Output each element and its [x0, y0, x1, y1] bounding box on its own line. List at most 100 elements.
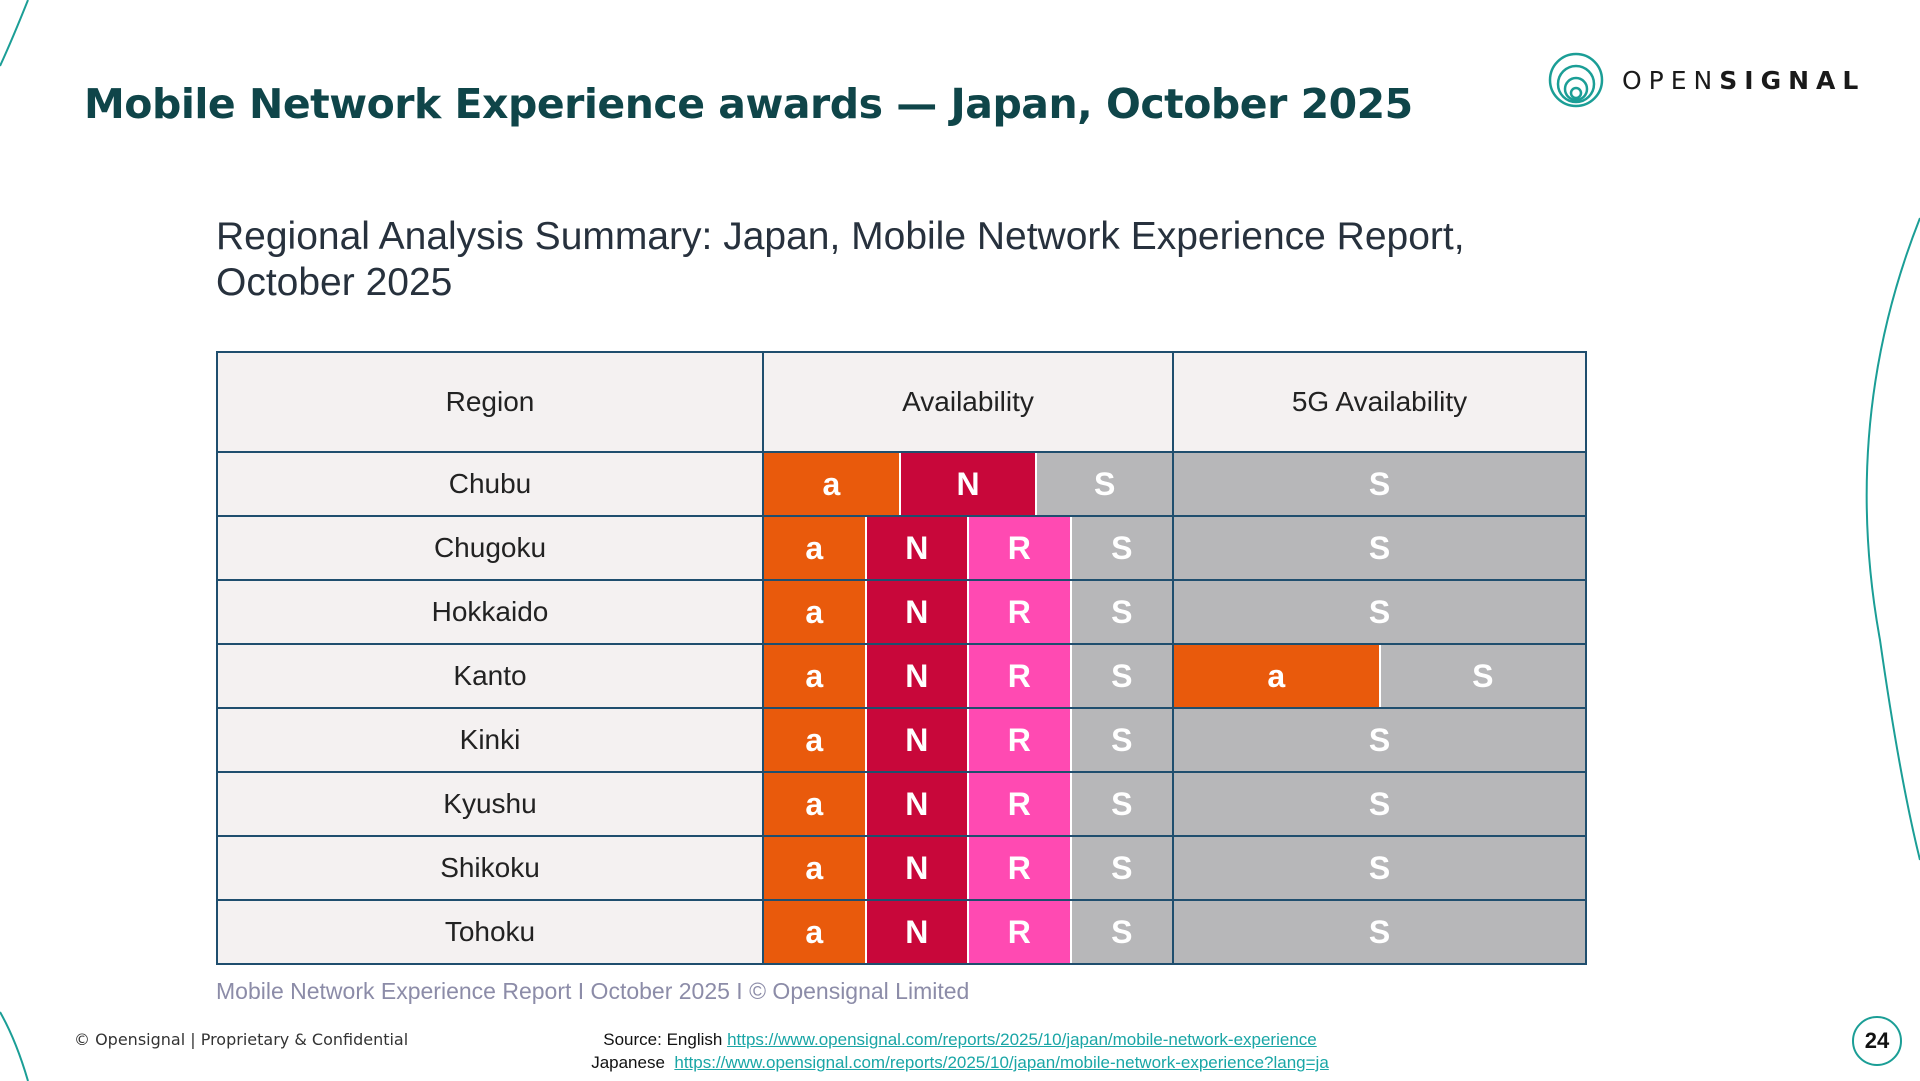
availability-5g-cell: S	[1172, 451, 1587, 517]
winner-badge: N	[900, 453, 1038, 515]
source-english-link[interactable]: https://www.opensignal.com/reports/2025/…	[727, 1030, 1317, 1049]
table-row: Chubu a N S S	[216, 451, 1587, 517]
region-cell: Chubu	[216, 451, 764, 517]
winner-badge: S	[1380, 645, 1585, 707]
table-row: Tohoku a N R S S	[216, 899, 1587, 965]
winner-bar: S	[1174, 709, 1585, 771]
winner-badge: S	[1071, 773, 1172, 835]
winner-badge: N	[866, 581, 969, 643]
logo-text-open: OPEN	[1622, 65, 1720, 95]
winner-badge: R	[969, 901, 1072, 963]
region-cell: Kyushu	[216, 771, 764, 837]
column-header-5g-availability: 5G Availability	[1172, 351, 1587, 453]
winner-badge: S	[1071, 517, 1172, 579]
winner-badge: a	[764, 453, 901, 515]
winner-badge: S	[1174, 837, 1585, 899]
page-number: 24	[1852, 1016, 1902, 1066]
winner-badge: a	[764, 581, 867, 643]
winner-badge: a	[764, 837, 867, 899]
summary-title: Regional Analysis Summary: Japan, Mobile…	[216, 215, 1465, 304]
winner-badge: S	[1071, 709, 1172, 771]
table-row: Kyushu a N R S S	[216, 771, 1587, 837]
winner-badge: N	[866, 773, 969, 835]
availability-5g-cell: S	[1172, 707, 1587, 773]
winner-badge: S	[1174, 901, 1585, 963]
table-row: Kinki a N R S S	[216, 707, 1587, 773]
report-citation: Mobile Network Experience Report I Octob…	[216, 978, 970, 1004]
availability-5g-cell: S	[1172, 899, 1587, 965]
footer-confidential: © Opensignal | Proprietary & Confidentia…	[74, 1030, 409, 1049]
winner-badge: S	[1071, 901, 1172, 963]
source-english-label: Source: English	[603, 1030, 723, 1049]
winner-badge: N	[866, 709, 969, 771]
winner-badge: S	[1174, 581, 1585, 643]
winner-badge: R	[969, 581, 1072, 643]
column-header-region: Region	[216, 351, 764, 453]
winner-badge: S	[1174, 517, 1585, 579]
source-japanese-link[interactable]: https://www.opensignal.com/reports/2025/…	[674, 1053, 1329, 1072]
winner-badge: a	[764, 517, 867, 579]
winner-badge: a	[764, 709, 867, 771]
availability-5g-cell: S	[1172, 835, 1587, 901]
source-japanese-label: Japanese	[591, 1053, 665, 1072]
availability-5g-cell: S	[1172, 771, 1587, 837]
logo-wordmark: OPENSIGNAL	[1622, 66, 1865, 95]
winner-bar: S	[1174, 773, 1585, 835]
table-row: Hokkaido a N R S S	[216, 579, 1587, 645]
table-row: Shikoku a N R S S	[216, 835, 1587, 901]
winner-badge: N	[866, 901, 969, 963]
region-cell: Kinki	[216, 707, 764, 773]
winner-badge: a	[764, 645, 867, 707]
region-cell: Kanto	[216, 643, 764, 709]
opensignal-logo: OPENSIGNAL	[1548, 52, 1865, 108]
region-cell: Tohoku	[216, 899, 764, 965]
winner-badge: N	[866, 837, 969, 899]
logo-text-signal: SIGNAL	[1719, 65, 1866, 95]
winner-badge: S	[1071, 837, 1172, 899]
winner-badge: a	[764, 773, 867, 835]
winner-badge: S	[1174, 709, 1585, 771]
source-japanese-line: Japanese https://www.opensignal.com/repo…	[560, 1051, 1360, 1074]
winner-badge: S	[1174, 773, 1585, 835]
winner-badge: R	[969, 837, 1072, 899]
winner-badge: S	[1071, 581, 1172, 643]
table-row: Chugoku a N R S S	[216, 515, 1587, 581]
winner-bar: S	[1174, 901, 1585, 963]
winner-bar: S	[1174, 453, 1585, 515]
region-cell: Hokkaido	[216, 579, 764, 645]
winner-badge: R	[969, 773, 1072, 835]
region-cell: Chugoku	[216, 515, 764, 581]
winner-badge: N	[866, 517, 969, 579]
winner-badge: R	[969, 645, 1072, 707]
winner-badge: S	[1037, 453, 1173, 515]
slide-title: Mobile Network Experience awards — Japan…	[84, 80, 1413, 128]
source-block: Source: English https://www.opensignal.c…	[560, 1028, 1360, 1074]
winner-badge: S	[1174, 453, 1585, 515]
availability-5g-cell: S	[1172, 515, 1587, 581]
winner-badge: R	[969, 709, 1072, 771]
winner-badge: R	[969, 517, 1072, 579]
winner-badge: N	[866, 645, 969, 707]
winner-badge: a	[1174, 645, 1381, 707]
winner-badge: S	[1071, 645, 1172, 707]
winner-badge: a	[764, 901, 867, 963]
